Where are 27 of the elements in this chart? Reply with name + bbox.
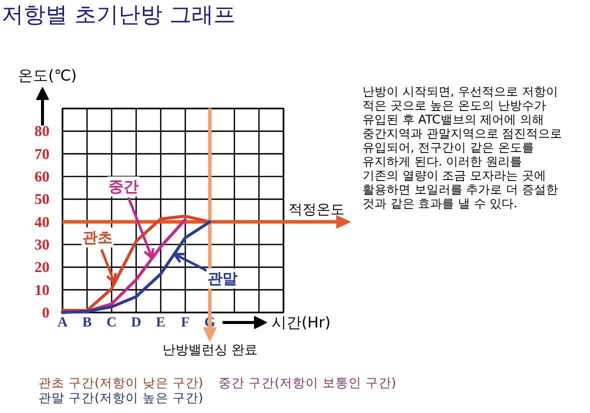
y-tick-label: 30: [34, 238, 50, 254]
x-tick-label: B: [82, 316, 92, 330]
text: 중간: [108, 178, 138, 196]
x-tick-label: F: [181, 316, 190, 330]
y-tick-label: 0: [42, 306, 50, 322]
y-tick-label: 50: [34, 192, 50, 208]
series-label: 관초: [82, 228, 112, 246]
x-tick-label: D: [131, 316, 142, 330]
x-tick-label: E: [156, 316, 166, 330]
y-tick-label: 10: [34, 282, 50, 299]
x-tick-label: C: [106, 316, 117, 330]
text: 관말 구간(저항이 높은 구간): [38, 390, 204, 405]
text: 중간 구간(저항이 보통인 구간): [218, 375, 396, 390]
y-tick-label: 70: [34, 146, 50, 163]
x-axis-title: 시간(Hr): [272, 314, 331, 332]
y-tick-label: 40: [34, 214, 50, 231]
y-tick-label: 60: [34, 170, 50, 186]
y-axis-title: 온도(℃): [18, 66, 77, 84]
text: 난방이 시작되면, 우선적으로 저항이 적은 곳으로 높은 온도의 난방수가 유입된 후 ATC밸브의 제어에 의해 중간지역과 관말지역으로 점진적으로 유입되어, 전구간이 같은 온도를 유지하게 된다. 이러한 원리를 기존의 열량이 조금 모자라는 곳에 활용하면 보일러를 추가로 더 증설한 것과 같은 효과를 낼 수 있다.: [362, 84, 562, 210]
chart-title: 저항별 초기난방 그래프: [2, 3, 236, 28]
text: 관말: [208, 270, 238, 288]
ref-line-label: 적정온도: [288, 202, 344, 218]
ref-line-label: 난방밸런싱 완료: [162, 343, 258, 358]
y-tick-label: 20: [34, 260, 50, 276]
x-tick-label: A: [57, 316, 68, 330]
y-tick-label: 80: [34, 124, 50, 140]
text: 관초 구간(저항이 낮은 구간): [38, 375, 204, 390]
